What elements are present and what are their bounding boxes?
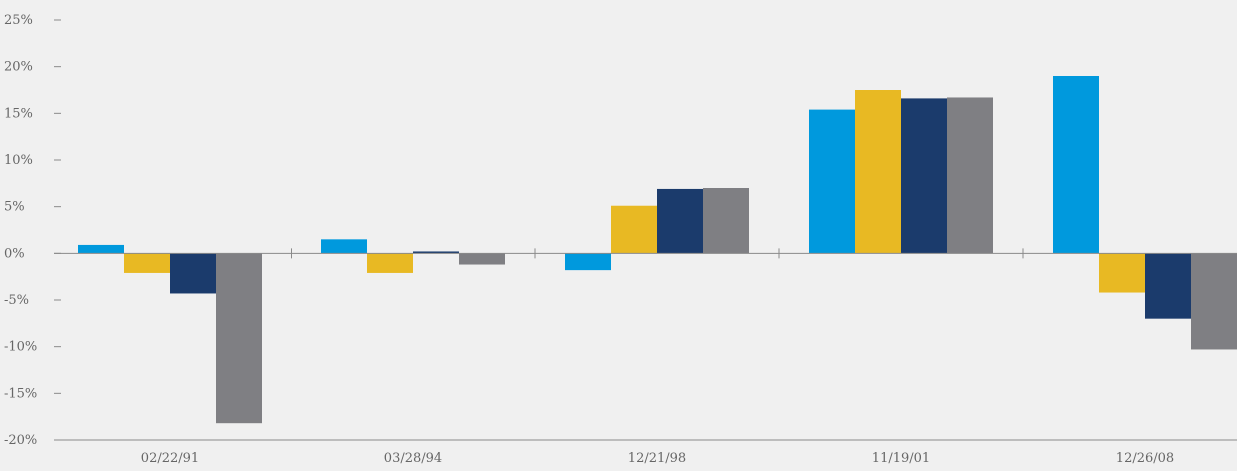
x-category-label: 12/26/08 xyxy=(1116,451,1174,466)
x-category-label: 03/28/94 xyxy=(384,451,442,466)
bar xyxy=(459,253,505,265)
y-tick-label: -15% xyxy=(4,386,37,401)
y-tick-label: 20% xyxy=(4,60,33,75)
y-tick-label: 0% xyxy=(4,246,25,261)
y-tick-label: 15% xyxy=(4,106,33,121)
bar xyxy=(901,98,947,254)
x-axis: 02/22/91 03/28/94 12/21/98 11/19/01 12/26/08 xyxy=(54,248,1237,466)
bar xyxy=(170,253,216,294)
bar xyxy=(809,109,855,254)
y-tick-label: -10% xyxy=(4,340,37,355)
bar xyxy=(78,244,124,254)
bar xyxy=(413,251,459,254)
bar xyxy=(565,253,611,271)
y-tick-label: -5% xyxy=(4,293,29,308)
bar xyxy=(657,188,703,254)
bars xyxy=(78,76,1237,424)
bar xyxy=(611,205,657,254)
bar xyxy=(703,188,749,254)
bar xyxy=(947,97,993,254)
bar xyxy=(1099,253,1145,293)
x-category-label: 12/21/98 xyxy=(628,451,686,466)
y-tick-label: 5% xyxy=(4,200,25,215)
bar xyxy=(367,253,413,273)
bar xyxy=(1191,253,1237,350)
bar xyxy=(216,253,262,424)
y-tick-label: 10% xyxy=(4,153,33,168)
bar xyxy=(855,90,901,254)
x-category-label: 11/19/01 xyxy=(872,451,930,466)
bar xyxy=(1145,253,1191,319)
bar xyxy=(1053,76,1099,254)
bar xyxy=(124,253,170,273)
bar xyxy=(321,239,367,254)
y-axis: 25% 20% 15% 10% 5% 0% -5% -10% -15% -20% xyxy=(4,13,61,448)
y-tick-label: -20% xyxy=(4,433,37,448)
x-category-label: 02/22/91 xyxy=(141,451,199,466)
y-tick-label: 25% xyxy=(4,13,33,28)
